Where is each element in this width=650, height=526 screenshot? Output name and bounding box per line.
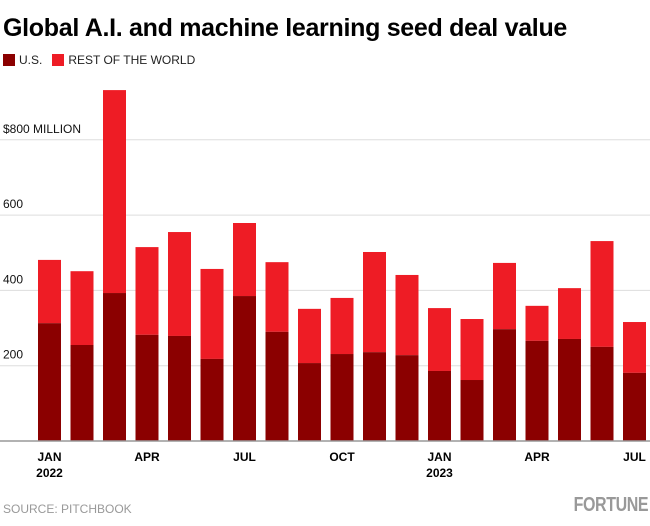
- bar-us: [493, 329, 516, 441]
- bar-rest-of-world: [298, 308, 321, 364]
- bar-us: [265, 331, 289, 441]
- x-tick-label: JUL: [233, 450, 256, 464]
- bar-rest-of-world: [493, 262, 516, 330]
- legend-swatch-row: [52, 54, 65, 66]
- x-tick-label: JAN: [427, 450, 451, 464]
- bar-rest-of-world: [428, 308, 451, 371]
- legend-label-us: U.S.: [19, 53, 43, 67]
- bar-us: [525, 340, 549, 441]
- bar-us: [590, 346, 614, 441]
- bar-rest-of-world: [265, 262, 289, 332]
- x-tick-label: APR: [134, 450, 160, 464]
- bar-us: [168, 335, 191, 441]
- bar-us: [298, 363, 321, 441]
- x-tick-year: 2023: [426, 466, 453, 480]
- bar-rest-of-world: [330, 297, 354, 355]
- y-tick-label: 400: [3, 272, 23, 286]
- bar-us: [200, 358, 224, 441]
- x-tick-label: OCT: [329, 450, 355, 464]
- bar-us: [558, 338, 581, 441]
- bar-rest-of-world: [135, 247, 159, 335]
- bar-us: [135, 334, 159, 441]
- bar-rest-of-world: [395, 274, 419, 356]
- bar-rest-of-world: [70, 271, 94, 345]
- bar-rest-of-world: [233, 223, 256, 297]
- bar-us: [38, 323, 61, 441]
- bar-rest-of-world: [200, 268, 224, 359]
- legend-swatch-us: [3, 54, 15, 66]
- legend-label-row: REST OF THE WORLD: [68, 53, 196, 67]
- y-tick-label: 200: [3, 348, 23, 362]
- bar-rest-of-world: [590, 241, 614, 347]
- bar-us: [395, 355, 419, 441]
- bar-us: [103, 293, 126, 441]
- bar-rest-of-world: [623, 322, 646, 373]
- bar-us: [623, 372, 646, 441]
- legend-item-us: U.S.: [3, 53, 42, 67]
- bar-us: [233, 296, 256, 441]
- legend: U.S. REST OF THE WORLD: [3, 53, 199, 67]
- bar-us: [70, 344, 94, 441]
- bar-rest-of-world: [460, 319, 484, 381]
- x-tick-label: APR: [524, 450, 550, 464]
- source-note: SOURCE: PITCHBOOK: [3, 502, 132, 516]
- bar-us: [460, 380, 484, 441]
- y-tick-label: $800 MILLION: [3, 122, 81, 136]
- bar-rest-of-world: [525, 305, 549, 341]
- y-tick-label: 600: [3, 197, 23, 211]
- fortune-logo: FORTUNE: [573, 494, 648, 516]
- x-tick-label: JAN: [37, 450, 61, 464]
- x-tick-label: JUL: [623, 450, 646, 464]
- bar-rest-of-world: [103, 90, 126, 294]
- bar-us: [330, 354, 354, 441]
- x-tick-year: 2022: [36, 466, 63, 480]
- bar-us: [363, 352, 386, 441]
- bar-rest-of-world: [558, 288, 581, 339]
- chart-title: Global A.I. and machine learning seed de…: [3, 14, 568, 42]
- legend-item-row: REST OF THE WORLD: [52, 53, 195, 67]
- bar-us: [428, 370, 451, 441]
- bar-rest-of-world: [38, 259, 61, 324]
- bar-rest-of-world: [168, 232, 191, 336]
- bar-rest-of-world: [363, 251, 386, 353]
